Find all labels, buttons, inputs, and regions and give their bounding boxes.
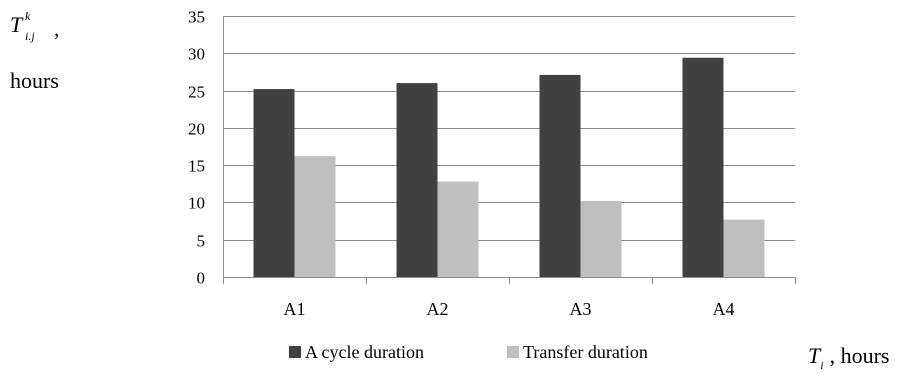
y-axis-subscript: i.j [25,29,35,43]
y-tick-0: 0 [197,269,206,288]
y-axis-unit: hours [10,68,59,93]
x-tick-A1: A1 [284,299,306,319]
y-tick-15: 15 [188,157,205,176]
bar-A3-transfer [580,200,622,277]
y-axis-label: T k i.j , hours [10,10,60,92]
y-axis-superscript: k [25,9,31,23]
bar-A1-cycle [253,89,295,277]
x-axis: A1 A2 A3 A4 [223,16,796,319]
x-tick-A2: A2 [427,299,449,319]
legend-label-2: Transfer duration [523,342,648,362]
bar-A4-cycle [682,57,724,278]
x-tick-A4: A4 [713,299,735,319]
bar-A2-transfer [437,181,479,277]
bar-A3-cycle [539,74,581,277]
y-tick-25: 25 [188,83,205,102]
x-axis-label: Ti , hours [808,343,890,372]
x-axis-unit: , hours [829,343,890,368]
y-tick-35: 35 [188,8,205,27]
legend-swatch-1 [289,346,301,358]
bars [253,57,765,278]
x-tick-A3: A3 [570,299,592,319]
x-axis-symbol: T [808,343,821,368]
y-tick-20: 20 [188,120,205,139]
bar-A1-transfer [294,156,336,277]
y-axis-symbol: T [10,12,23,37]
legend-label-1: A cycle duration [305,342,424,362]
x-axis-subscript: i [820,358,824,372]
bar-A2-cycle [396,83,438,277]
y-tick-10: 10 [188,194,205,213]
y-tick-5: 5 [197,232,206,251]
legend: A cycle duration Transfer duration [289,342,648,362]
bar-A4-transfer [723,219,765,277]
y-axis-comma: , [54,16,60,41]
legend-swatch-2 [507,346,519,358]
y-tick-30: 30 [188,45,205,64]
y-tick-labels: 0 5 10 15 20 25 30 35 [188,8,205,288]
